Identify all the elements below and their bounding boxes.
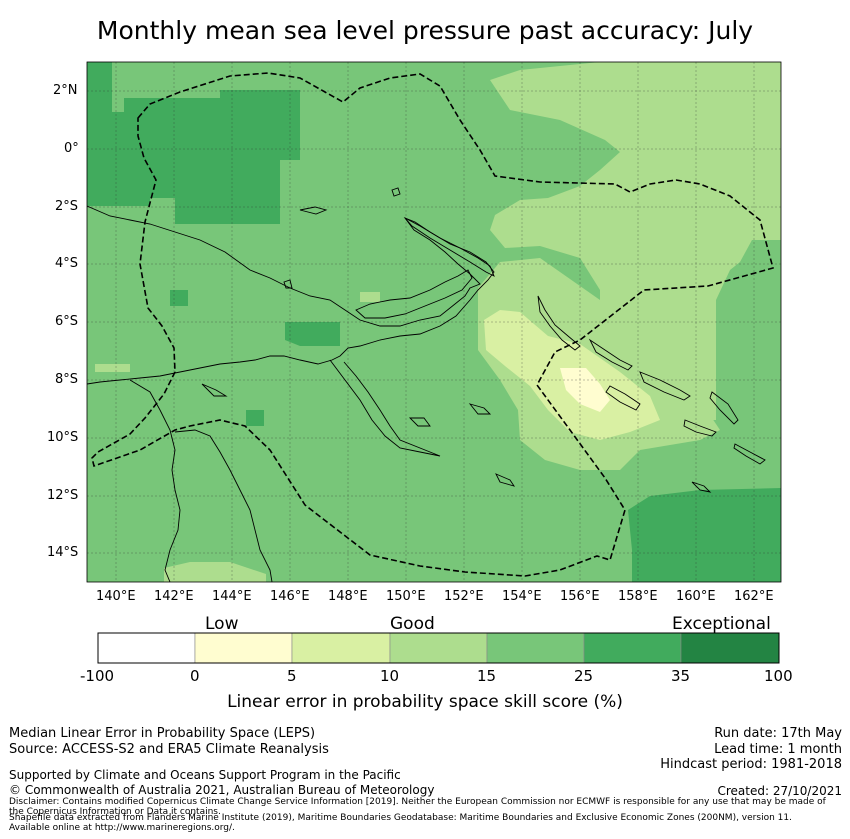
colorbar-tick: -100 (80, 667, 115, 685)
x-tick-label: 148°E (328, 589, 368, 604)
colorbar-segment (97, 632, 196, 664)
coast-solomon-5 (709, 391, 739, 425)
y-tick-label: 12°S (47, 488, 79, 503)
y-tick-label: 10°S (47, 430, 79, 445)
colorbar-segment (583, 632, 682, 664)
coast-solomon-2 (639, 371, 691, 401)
coast-new-ireland (404, 217, 495, 277)
coast-papuan-peninsula (329, 359, 441, 457)
coast-islands-g (283, 279, 293, 289)
field-band-10-15-west (95, 364, 130, 372)
field-band-25-35-west2 (246, 410, 264, 426)
coast-new-britain (355, 269, 473, 319)
shapefile-line-2: Available online at http://www.marinereg… (9, 823, 235, 833)
colorbar-segment (486, 632, 585, 664)
coastlines (87, 187, 766, 582)
colorbar-segment (680, 632, 780, 664)
coast-islands-a (391, 187, 401, 197)
x-tick-label: 140°E (96, 589, 136, 604)
coast-islands-b (468, 403, 492, 415)
coast-manus (299, 206, 328, 215)
y-tick-label: 6°S (55, 314, 79, 329)
lead-time: Lead time: 1 month (714, 742, 842, 757)
field-band-10-15-south (164, 562, 266, 582)
coast-bougainville (537, 295, 581, 351)
colorbar-tick: 5 (287, 667, 297, 685)
map-frame (86, 61, 782, 583)
colorbar-tick: 15 (477, 667, 497, 685)
colorbar-tick: 35 (671, 667, 691, 685)
coast-islands-d (495, 473, 516, 487)
x-tick-label: 158°E (618, 589, 658, 604)
x-tick-label: 144°E (212, 589, 252, 604)
x-tick-label: 152°E (444, 589, 484, 604)
field-band-10-15-ne (490, 62, 781, 420)
y-tick-label: 8°S (55, 372, 79, 387)
coast-torres (174, 429, 273, 582)
colorbar-segment (389, 632, 488, 664)
x-tick-label: 154°E (502, 589, 542, 604)
y-tick-label: 14°S (47, 545, 79, 560)
x-tick-label: 156°E (560, 589, 600, 604)
field-band-25-35-west (285, 322, 340, 346)
method-text: Median Linear Error in Probability Space… (9, 726, 316, 741)
field-band-25-35-west3 (170, 290, 188, 306)
coast-islands-c (408, 417, 431, 427)
colorbar-category-exceptional: Exceptional (672, 614, 771, 634)
coast-solomon-6 (733, 443, 766, 465)
x-tick-label: 146°E (270, 589, 310, 604)
colorbar-segment (194, 632, 293, 664)
gridlines (87, 62, 781, 582)
colorbar-tick: 25 (574, 667, 594, 685)
support-text: Supported by Climate and Oceans Support … (9, 768, 401, 782)
colorbar-tick: 10 (380, 667, 400, 685)
y-tick-label: 0° (64, 141, 79, 156)
coast-solomon-4 (683, 419, 717, 437)
field-band-0-5-core (560, 368, 610, 412)
colorbar-caption: Linear error in probability space skill … (227, 692, 623, 712)
coast-cape-york (129, 379, 181, 582)
disclaimer-line-2: the Copernicus Information or Data it co… (9, 807, 221, 817)
eez-boundary (91, 72, 774, 577)
skill-map (86, 61, 782, 583)
colorbar (97, 632, 780, 664)
x-tick-label: 142°E (154, 589, 194, 604)
created-date: Created: 27/10/2021 (717, 784, 842, 798)
copyright-text: © Commonwealth of Australia 2021, Austra… (9, 783, 435, 797)
coast-islands-e (691, 481, 712, 493)
coast-islands-f (201, 383, 228, 397)
colorbar-category-low: Low (205, 614, 239, 634)
disclaimer-line-1: Disclaimer: Contains modified Copernicus… (9, 797, 826, 807)
hindcast-period: Hindcast period: 1981-2018 (660, 757, 842, 772)
y-tick-label: 2°N (53, 83, 78, 98)
map-title: Monthly mean sea level pressure past acc… (96, 16, 754, 45)
x-tick-label: 160°E (676, 589, 716, 604)
source-text: Source: ACCESS-S2 and ERA5 Climate Reana… (9, 742, 329, 757)
run-date: Run date: 17th May (714, 726, 842, 741)
field-band-25-35-nw (87, 62, 300, 224)
x-tick-label: 162°E (734, 589, 774, 604)
shapefile-line-1: Shapefile data extracted from Flanders M… (9, 813, 792, 823)
y-tick-label: 2°S (55, 199, 79, 214)
x-tick-label: 150°E (386, 589, 426, 604)
y-tick-label: 4°S (55, 256, 79, 271)
field-band-10-15-top (360, 292, 380, 302)
colorbar-tick: 100 (764, 667, 793, 685)
colorbar-category-good: Good (390, 614, 435, 634)
field-band-25-35-se (628, 488, 781, 582)
coast-solomon-1 (588, 338, 633, 371)
colorbar-segment (291, 632, 391, 664)
coast-solomon-3 (605, 385, 641, 411)
colorbar-tick: 0 (190, 667, 200, 685)
